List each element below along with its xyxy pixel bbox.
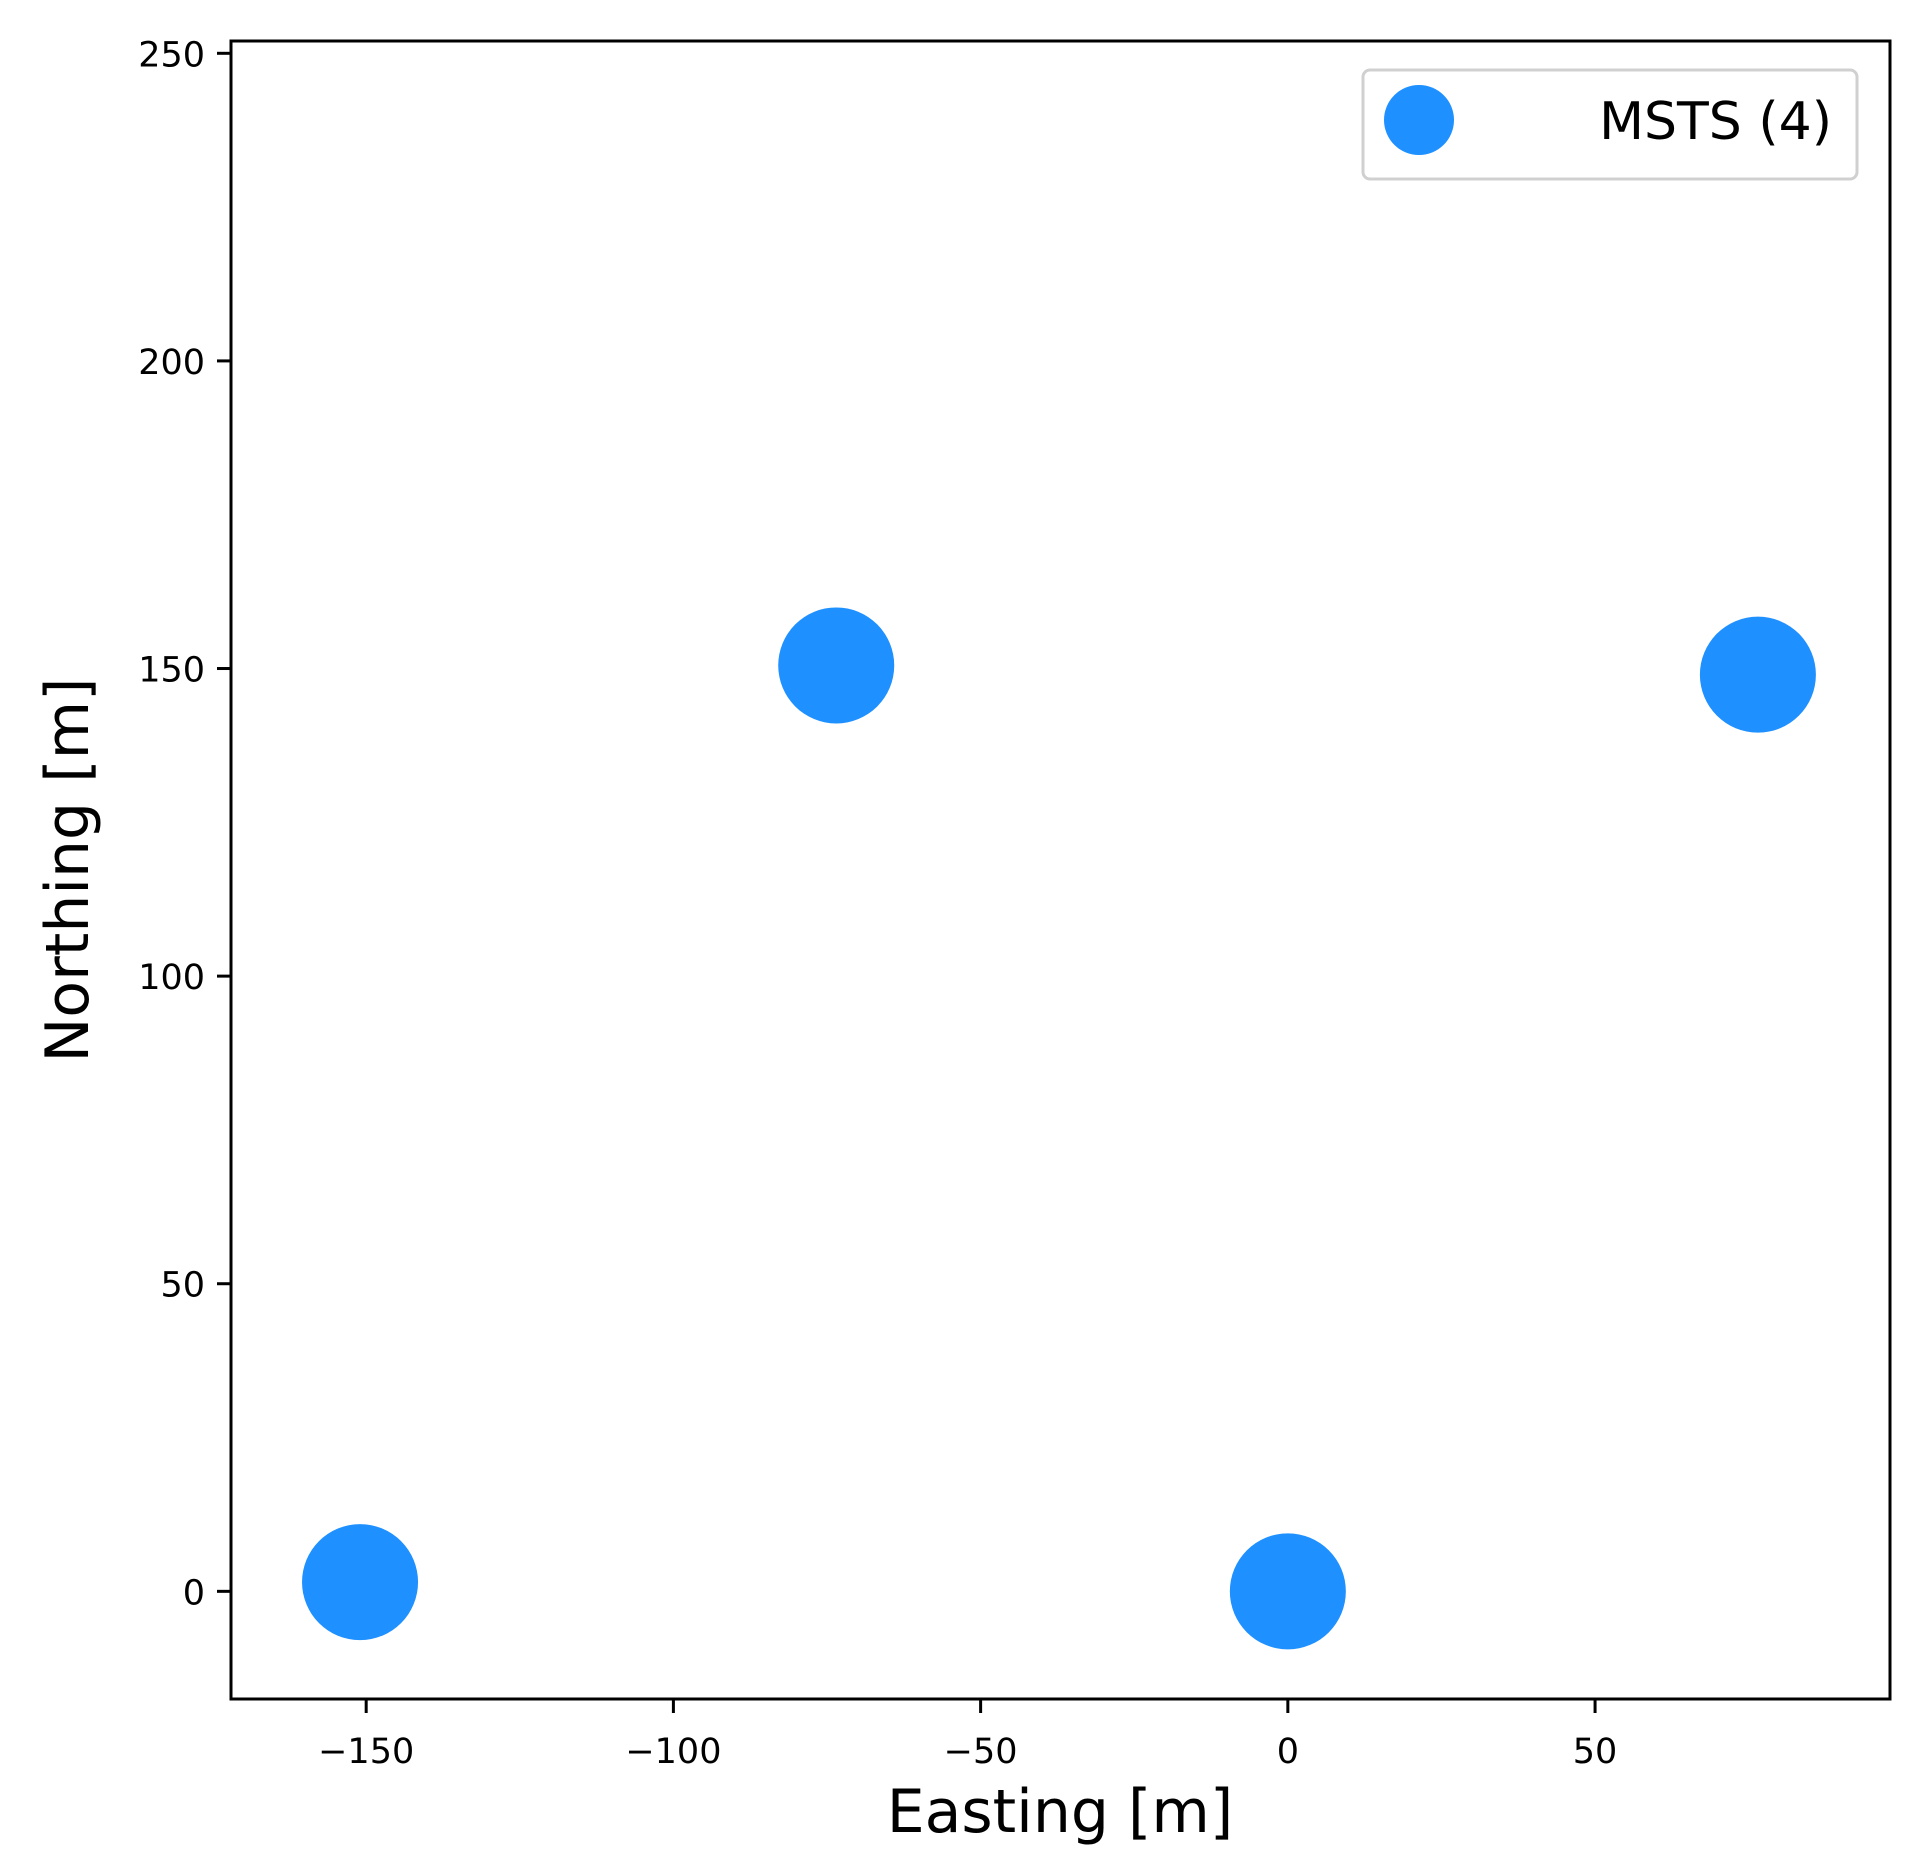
y-tick-label: 150 — [138, 651, 205, 691]
x-axis-ticks: −150 −100 −50 0 50 — [318, 1699, 1617, 1772]
y-tick-label: 50 — [160, 1266, 205, 1306]
legend-frame — [1361, 68, 1859, 181]
y-axis-title: Northing [m] — [33, 678, 103, 1063]
legend: MSTS (4) — [1361, 68, 1859, 181]
x-tick-label: 50 — [1573, 1732, 1618, 1772]
legend-label-msts: MSTS (4) — [1599, 92, 1832, 152]
y-tick-label: 0 — [183, 1573, 205, 1613]
x-tick-label: −150 — [318, 1732, 414, 1772]
x-tick-label: −50 — [944, 1732, 1018, 1772]
y-tick-label: 100 — [138, 958, 205, 998]
legend-marker-msts — [1384, 85, 1454, 155]
x-axis-title: Easting [m] — [887, 1777, 1234, 1847]
data-point — [1229, 1533, 1346, 1650]
x-tick-label: −100 — [625, 1732, 721, 1772]
data-point — [1699, 616, 1816, 733]
data-point — [778, 607, 895, 724]
x-tick-label: 0 — [1277, 1732, 1299, 1772]
plot-marks — [302, 607, 1816, 1650]
y-tick-label: 200 — [138, 343, 205, 383]
y-tick-label: 250 — [138, 35, 205, 75]
y-axis-ticks: 0 50 100 150 200 250 — [138, 35, 231, 1613]
data-point — [302, 1524, 419, 1641]
plot-frame — [229, 39, 1892, 1701]
